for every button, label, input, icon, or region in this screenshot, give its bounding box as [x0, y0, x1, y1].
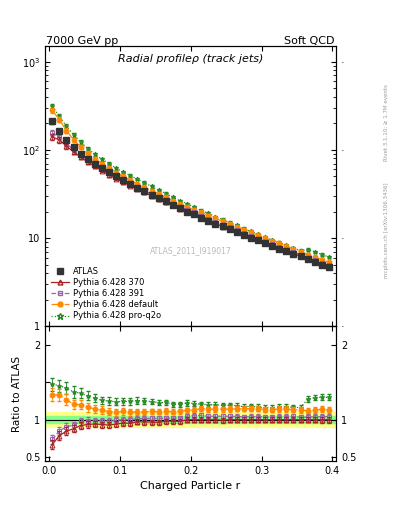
Text: ATLAS_2011_I919017: ATLAS_2011_I919017: [150, 246, 231, 255]
Text: Radial profileρ (track jets): Radial profileρ (track jets): [118, 54, 263, 65]
Text: Soft QCD: Soft QCD: [285, 36, 335, 46]
Bar: [45, 416, 336, 423]
X-axis label: Charged Particle r: Charged Particle r: [140, 481, 241, 491]
Text: mcplots.cern.ch [arXiv:1306.3436]: mcplots.cern.ch [arXiv:1306.3436]: [384, 183, 389, 278]
Legend: ATLAS, Pythia 6.428 370, Pythia 6.428 391, Pythia 6.428 default, Pythia 6.428 pr: ATLAS, Pythia 6.428 370, Pythia 6.428 39…: [50, 265, 162, 322]
Text: Rivet 3.1.10; ≥ 1.7M events: Rivet 3.1.10; ≥ 1.7M events: [384, 84, 389, 161]
Bar: [45, 412, 336, 427]
Text: 7000 GeV pp: 7000 GeV pp: [46, 36, 119, 46]
Y-axis label: Ratio to ATLAS: Ratio to ATLAS: [12, 355, 22, 432]
